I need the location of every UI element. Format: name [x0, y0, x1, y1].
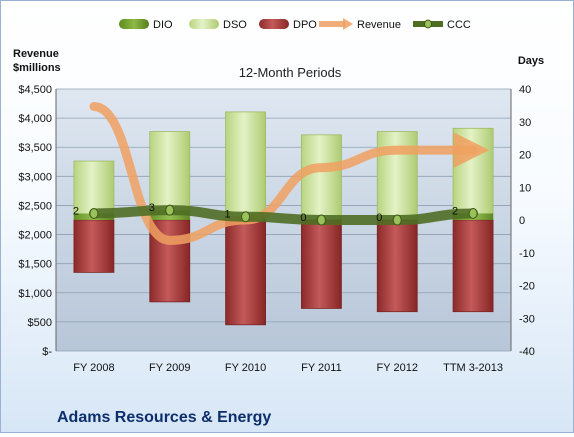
left-tick-label: $1,000 — [18, 288, 52, 300]
legend-label: Revenue — [357, 19, 401, 31]
left-tick-label: $2,500 — [18, 200, 52, 212]
dso-bar — [225, 111, 266, 221]
ccc-data-label: 0 — [376, 212, 382, 224]
ccc-marker — [241, 211, 251, 223]
left-tick-label: $4,500 — [18, 84, 52, 96]
ccc-data-label: 0 — [300, 212, 306, 224]
dpo-bar — [149, 219, 191, 303]
left-tick-label: $- — [42, 346, 52, 358]
left-tick-label: $2,000 — [18, 230, 52, 242]
chart-title: 12-Month Periods — [239, 65, 342, 80]
right-tick-label: 0 — [519, 215, 525, 227]
right-tick-label: 20 — [519, 150, 531, 162]
legend-label: DIO — [153, 19, 173, 31]
x-tick-label: FY 2009 — [149, 362, 190, 374]
legend-item-ccc: CCC — [413, 19, 471, 31]
right-tick-label: -40 — [519, 346, 535, 358]
right-tick-label: -10 — [519, 248, 535, 260]
right-tick-label: -20 — [519, 281, 535, 293]
ccc-marker — [316, 214, 326, 226]
legend-swatch-dso — [189, 19, 219, 29]
dpo-bar — [452, 219, 494, 313]
legend-item-dio: DIO — [119, 19, 173, 31]
left-tick-label: $1,500 — [18, 259, 52, 271]
x-tick-label: FY 2012 — [377, 362, 418, 374]
ccc-marker — [165, 204, 175, 216]
ccc-data-label: 2 — [73, 205, 79, 217]
legend-swatch-dpo — [259, 19, 289, 29]
ccc-line — [88, 205, 479, 226]
ccc-marker — [89, 207, 99, 219]
left-tick-label: $3,500 — [18, 142, 52, 154]
legend-marker-ccc — [424, 19, 432, 29]
right-axis-label: Days — [518, 55, 544, 67]
dso-bar — [452, 127, 494, 221]
right-tick-label: 10 — [519, 182, 531, 194]
company-name: Adams Resources & Energy — [57, 409, 271, 426]
legend-label: DPO — [293, 19, 317, 31]
legend-label: DSO — [223, 19, 247, 31]
legend-item-revenue: Revenue — [319, 18, 401, 31]
ccc-data-label: 1 — [225, 209, 231, 221]
dpo-bar — [73, 219, 115, 273]
ccc-marker — [468, 207, 478, 219]
x-tick-label: TTM 3-2013 — [443, 362, 503, 374]
dpo-bar — [225, 219, 266, 326]
dpo-bar — [301, 219, 342, 309]
left-axis-label: Revenue $millions — [13, 48, 61, 74]
legend-label: CCC — [447, 19, 471, 31]
dso-bar — [301, 134, 342, 221]
revenue-line — [89, 101, 490, 245]
legend-item-dpo: DPO — [259, 19, 317, 31]
right-tick-label: -30 — [519, 313, 535, 325]
legend-item-dso: DSO — [189, 19, 247, 31]
ccc-data-label: 2 — [452, 205, 458, 217]
right-tick-label: 30 — [519, 117, 531, 129]
x-tick-label: FY 2010 — [225, 362, 266, 374]
ccc-marker — [392, 214, 402, 226]
x-tick-label: FY 2008 — [73, 362, 114, 374]
left-tick-label: $3,000 — [18, 171, 52, 183]
left-tick-label: $4,000 — [18, 113, 52, 125]
left-tick-label: $500 — [28, 317, 52, 329]
dpo-bar — [376, 219, 418, 313]
ccc-data-label: 3 — [149, 202, 155, 214]
dso-bar — [376, 131, 418, 221]
x-tick-label: FY 2011 — [301, 362, 342, 374]
right-tick-label: 40 — [519, 84, 531, 96]
legend-swatch-dio — [119, 19, 149, 29]
legend-arrow-revenue — [343, 18, 353, 30]
